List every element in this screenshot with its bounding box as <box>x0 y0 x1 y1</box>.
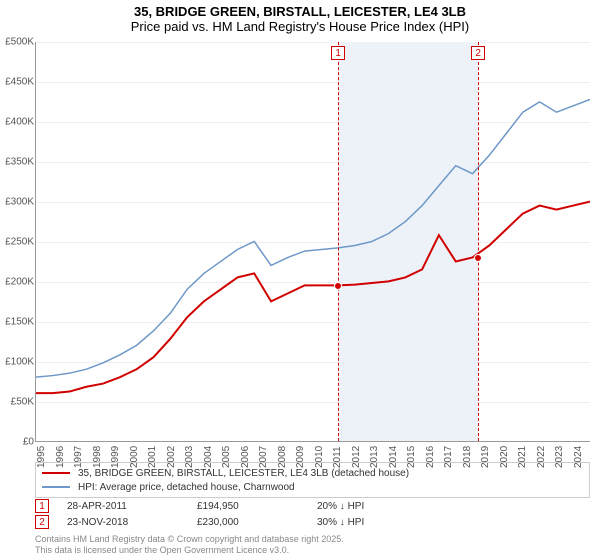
sale-dot <box>474 254 482 262</box>
y-tick-label: £400K <box>1 117 34 128</box>
y-tick-label: £250K <box>1 237 34 248</box>
title-block: 35, BRIDGE GREEN, BIRSTALL, LEICESTER, L… <box>0 0 600 34</box>
legend-box: 35, BRIDGE GREEN, BIRSTALL, LEICESTER, L… <box>35 462 590 498</box>
sale-delta: 30% ↓ HPI <box>317 517 364 528</box>
legend-item: 35, BRIDGE GREEN, BIRSTALL, LEICESTER, L… <box>42 466 583 480</box>
legend-item: HPI: Average price, detached house, Char… <box>42 480 583 494</box>
sale-marker-line <box>338 42 339 441</box>
sales-table: 1 28-APR-2011£194,95020% ↓ HPI 2 23-NOV-201… <box>35 498 590 530</box>
legend-label: HPI: Average price, detached house, Char… <box>78 482 295 493</box>
footnote-line2: This data is licensed under the Open Gov… <box>35 545 344 556</box>
legend-swatch <box>42 472 70 474</box>
sale-record-row: 2 23-NOV-2018£230,00030% ↓ HPI <box>35 514 590 530</box>
y-tick-label: £100K <box>1 357 34 368</box>
y-tick-label: £0 <box>1 437 34 448</box>
y-tick-label: £150K <box>1 317 34 328</box>
legend-swatch <box>42 486 70 488</box>
sale-id-badge: 1 <box>35 499 49 513</box>
series-line-price_paid <box>36 202 590 394</box>
footnote-line1: Contains HM Land Registry data © Crown c… <box>35 534 344 545</box>
series-line-hpi <box>36 99 590 377</box>
sale-price: £194,950 <box>197 501 317 512</box>
y-tick-label: £200K <box>1 277 34 288</box>
footnote: Contains HM Land Registry data © Crown c… <box>35 534 344 556</box>
y-tick-label: £450K <box>1 77 34 88</box>
y-tick-label: £350K <box>1 157 34 168</box>
sale-record-row: 1 28-APR-2011£194,95020% ↓ HPI <box>35 498 590 514</box>
y-tick-label: £500K <box>1 37 34 48</box>
sale-marker-badge: 2 <box>471 46 485 60</box>
sale-marker-line <box>478 42 479 441</box>
sale-marker-badge: 1 <box>331 46 345 60</box>
sale-date: 23-NOV-2018 <box>67 517 197 528</box>
sale-price: £230,000 <box>197 517 317 528</box>
y-tick-label: £50K <box>1 397 34 408</box>
sale-dot <box>334 282 342 290</box>
title-address: 35, BRIDGE GREEN, BIRSTALL, LEICESTER, L… <box>0 4 600 19</box>
chart-lines-svg <box>36 42 590 441</box>
title-subtitle: Price paid vs. HM Land Registry's House … <box>0 19 600 34</box>
sale-date: 28-APR-2011 <box>67 501 197 512</box>
sale-delta: 20% ↓ HPI <box>317 501 364 512</box>
sale-id-badge: 2 <box>35 515 49 529</box>
y-tick-label: £300K <box>1 197 34 208</box>
chart-plot-area: £0£50K£100K£150K£200K£250K£300K£350K£400… <box>35 42 590 442</box>
legend-label: 35, BRIDGE GREEN, BIRSTALL, LEICESTER, L… <box>78 468 409 479</box>
chart-container: 35, BRIDGE GREEN, BIRSTALL, LEICESTER, L… <box>0 0 600 560</box>
